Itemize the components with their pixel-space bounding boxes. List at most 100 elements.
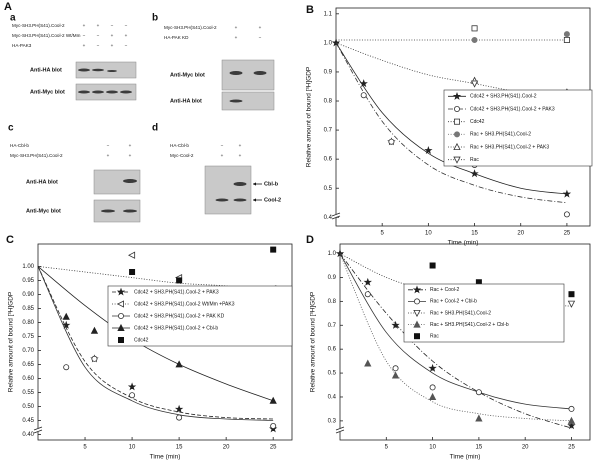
legend-marker xyxy=(413,298,420,305)
x-tick-label: 15 xyxy=(471,231,478,237)
legend-label: Cdc42 xyxy=(470,119,485,125)
x-tick-label: 25 xyxy=(270,445,277,451)
blot-label: Anti-HA blot xyxy=(170,98,202,104)
blot-label: Anti-HA blot xyxy=(26,179,58,185)
y-tick-label: 0.6 xyxy=(324,157,333,163)
legend-marker xyxy=(413,309,421,318)
panel-label: B xyxy=(306,4,314,16)
data-point xyxy=(429,384,436,391)
blot-band xyxy=(123,179,137,183)
blot-band xyxy=(107,70,117,72)
x-tick-label: 10 xyxy=(429,445,436,451)
fit-curve xyxy=(339,253,572,429)
data-point xyxy=(470,169,479,178)
data-point xyxy=(335,249,345,258)
blot-sign: + xyxy=(125,33,128,38)
x-tick-label: 5 xyxy=(381,231,385,237)
x-tick-label: 10 xyxy=(129,445,136,451)
x-tick-label: 5 xyxy=(385,445,389,451)
blot-sign: − xyxy=(97,43,100,48)
blot-band xyxy=(101,209,115,213)
y-tick-label: 0.70 xyxy=(22,348,34,354)
data-point xyxy=(562,189,572,198)
blot-sign: − xyxy=(125,43,128,48)
data-point xyxy=(568,291,575,298)
blot-band xyxy=(106,90,118,94)
panel-label: a xyxy=(10,13,16,24)
blot-sign: + xyxy=(239,153,242,158)
data-point xyxy=(470,80,479,88)
fit-curve xyxy=(335,42,567,204)
data-point xyxy=(270,246,277,253)
axis-break xyxy=(335,426,345,434)
x-tick-label: 20 xyxy=(522,445,529,451)
y-tick-label: 1.00 xyxy=(22,264,34,270)
blot-sign: + xyxy=(235,35,238,40)
y-tick-label: 0.55 xyxy=(22,390,34,396)
blot-band xyxy=(229,71,243,75)
blot-band xyxy=(215,198,229,202)
data-point xyxy=(127,382,137,391)
data-point xyxy=(359,79,368,88)
y-axis-label: Relative amount of bound [³H]GDP xyxy=(306,67,313,167)
band-arrow-head xyxy=(253,182,256,186)
y-tick-label: 0.95 xyxy=(22,278,34,284)
blot-band xyxy=(78,68,90,72)
panel-label: D xyxy=(306,234,314,246)
panel-label: c xyxy=(8,123,14,134)
blot-band xyxy=(233,182,247,186)
fit-curve xyxy=(37,266,274,402)
legend-label: Rac + SH3.PH(S41).Cool-2 xyxy=(470,132,531,138)
blot-image xyxy=(75,61,137,79)
y-tick-label: 1.0 xyxy=(328,251,337,257)
data-point xyxy=(429,262,436,269)
blot-row-label: HA-Cbl-b xyxy=(10,143,29,148)
y-tick-label: 1.1 xyxy=(324,11,333,17)
blot-band xyxy=(253,71,267,75)
data-point xyxy=(129,268,136,275)
y-tick-label: 0.6 xyxy=(328,347,337,353)
data-point xyxy=(364,359,372,367)
data-point xyxy=(563,36,570,43)
data-point xyxy=(388,138,395,145)
panel-label: C xyxy=(6,234,14,246)
blot-sign: + xyxy=(221,153,224,158)
blot-sign: + xyxy=(83,23,86,28)
legend-marker xyxy=(453,142,461,151)
data-point xyxy=(471,36,478,43)
legend-marker xyxy=(453,106,460,113)
y-tick-label: 0.7 xyxy=(324,128,333,134)
data-point xyxy=(471,25,478,32)
blot-label: Anti-HA blot xyxy=(30,67,62,73)
legend-marker xyxy=(116,300,124,308)
blot-band xyxy=(233,198,247,202)
blot-sign: + xyxy=(111,33,114,38)
y-axis-label: Relative amount of bound [³H]GDP xyxy=(8,292,15,392)
x-tick-label: 10 xyxy=(425,231,432,237)
data-point xyxy=(91,355,98,362)
fit-curve xyxy=(339,253,572,422)
data-point xyxy=(90,326,99,334)
data-point xyxy=(475,389,482,396)
data-point xyxy=(428,392,437,400)
fit-curve xyxy=(37,266,274,421)
blot-band xyxy=(123,209,137,213)
legend-marker xyxy=(453,118,460,125)
blot-sign: − xyxy=(221,143,224,148)
data-point xyxy=(360,92,367,99)
data-point xyxy=(428,363,437,372)
y-tick-label: 0.85 xyxy=(22,306,34,312)
blot-sign: + xyxy=(97,23,100,28)
blot-label: Anti-Myc blot xyxy=(30,89,65,95)
plot-frame xyxy=(339,243,591,441)
blot-label: Anti-Myc blot xyxy=(170,72,205,78)
fit-curve xyxy=(335,42,567,99)
data-point xyxy=(331,38,341,47)
y-axis-label: Relative amount of bound [³H]GDP xyxy=(310,292,317,392)
y-tick-label: 0.5 xyxy=(328,371,337,377)
band-arrow-head xyxy=(253,198,256,202)
legend-label: Cdc42 + SH3.PH(S41).Cool-2 + PAK3 xyxy=(134,289,219,295)
data-point xyxy=(175,360,183,368)
blot-row-label: Myc-SH3.PH(S41).Cool-2 xyxy=(10,153,63,158)
